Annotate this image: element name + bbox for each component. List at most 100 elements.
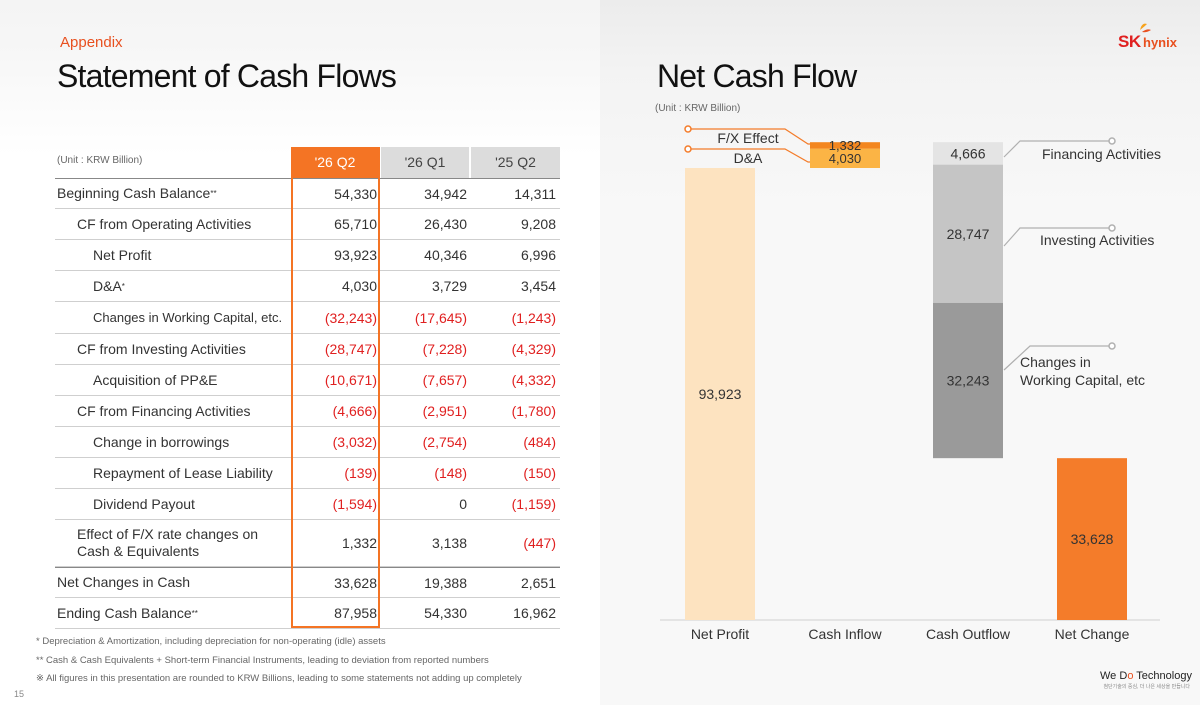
- row-value-col1: 4,030: [341, 278, 377, 294]
- row-label: Beginning Cash Balance **: [57, 185, 217, 201]
- table-row-da: D&A * 4,030 3,729 3,454: [55, 271, 560, 302]
- logo-sk-text: SK: [1118, 32, 1141, 51]
- wc-leader-dot: [1108, 342, 1116, 350]
- butterfly-icon: [1140, 23, 1151, 33]
- selected-column-highlight: [291, 147, 380, 628]
- col-header-25q2: '25 Q2: [471, 147, 560, 178]
- row-value-col3: (4,329): [511, 341, 556, 357]
- row-value-col1: (10,671): [324, 372, 377, 388]
- table-header: '26 Q2 '26 Q1 '25 Q2: [55, 147, 560, 178]
- footnote-cash: ** Cash & Cash Equivalents + Short-term …: [36, 655, 489, 666]
- investing-annotation-label: Investing Activities: [1040, 232, 1154, 248]
- table-row-working-capital: Changes in Working Capital, etc. (32,243)…: [55, 302, 560, 334]
- chart-title: Net Cash Flow: [657, 58, 857, 94]
- data-label-investing: 28,747: [947, 226, 990, 242]
- row-value-col2: (2,754): [422, 434, 467, 450]
- table-row-dividend: Dividend Payout (1,594) 0 (1,159): [55, 489, 560, 520]
- row-value-col1: (139): [344, 465, 377, 481]
- financing-leader-dot: [1108, 137, 1116, 145]
- row-value-col3: (1,243): [511, 309, 556, 326]
- row-value-col3: 2,651: [520, 574, 556, 591]
- logo-hynix-text: hynix: [1143, 35, 1177, 50]
- bar-da: [810, 148, 880, 168]
- slogan: We Do Technology 첨단기술의 중심, 더 나은 세상을 만듭니다: [1100, 670, 1192, 690]
- bar-working-capital: [933, 302, 1003, 459]
- col-header-26q2: '26 Q2: [291, 147, 379, 178]
- row-value-col1: 65,710: [334, 216, 377, 232]
- data-label-fx-effect: 1,332: [829, 138, 862, 153]
- fx-annotation-label: F/X Effect: [717, 130, 778, 146]
- table-row-net-profit: Net Profit 93,923 40,346 6,996: [55, 240, 560, 271]
- row-label: Change in borrowings: [93, 433, 230, 450]
- wc-annotation-label-1: Changes in: [1020, 354, 1091, 370]
- row-value-col2: (2,951): [422, 403, 467, 419]
- section-label: Appendix: [60, 34, 123, 51]
- row-value-col3: 16,962: [513, 605, 556, 621]
- bar-net-profit: [685, 168, 755, 620]
- x-tick-label: Net Change: [1055, 626, 1130, 642]
- row-value-col1: (4,666): [332, 403, 377, 419]
- row-label: Repayment of Lease Liability: [93, 464, 273, 481]
- data-label-net-change: 33,628: [1071, 531, 1114, 547]
- row-value-col1: 54,330: [334, 185, 377, 202]
- x-tick-label: Cash Inflow: [808, 626, 882, 642]
- row-label: CF from Investing Activities: [77, 340, 246, 357]
- row-label: Acquisition of PP&E: [93, 371, 218, 388]
- row-value-col1: 33,628: [334, 574, 377, 591]
- row-value-col1: (1,594): [332, 496, 377, 512]
- row-label: Changes in Working Capital, etc.: [93, 310, 283, 325]
- row-value-col3: 14,311: [514, 185, 556, 202]
- table-row-fx-effect: Effect of F/X rate changes on Cash & Equ…: [55, 520, 560, 567]
- row-value-col1: 1,332: [341, 535, 377, 551]
- page-number: 15: [14, 689, 25, 699]
- row-value-col2: 0: [459, 496, 467, 512]
- table-row-beginning-cash: Beginning Cash Balance ** 54,330 34,942 14,3…: [55, 178, 560, 209]
- table-row-borrowings: Change in borrowings (3,032) (2,754) (484): [55, 427, 560, 458]
- data-label-working-capital: 32,243: [947, 373, 990, 389]
- row-label: Net Changes in Cash: [57, 574, 191, 590]
- table-row-cf-operating: CF from Operating Activities 65,710 26,430…: [55, 209, 560, 240]
- row-value-col3: (150): [523, 465, 556, 481]
- financing-annotation-label: Financing Activities: [1042, 146, 1161, 162]
- financing-leader-line: [1003, 140, 1109, 158]
- row-value-col1: (3,032): [332, 434, 377, 450]
- wc-leader-line: [1003, 345, 1109, 371]
- row-value-col3: (4,332): [511, 372, 556, 388]
- row-value-col2: 40,346: [424, 247, 467, 263]
- bar-fx-effect: [810, 142, 880, 149]
- row-value-col2: (17,645): [414, 309, 467, 326]
- row-value-col3: (1,159): [511, 496, 556, 512]
- wc-annotation-label-2: Working Capital, etc: [1020, 372, 1145, 388]
- row-value-col1: (32,243): [324, 309, 377, 326]
- da-annotation-label: D&A: [734, 150, 763, 166]
- row-value-col3: 3,454: [520, 278, 556, 294]
- table-unit: (Unit : KRW Billion): [57, 155, 143, 166]
- row-label: CF from Operating Activities: [77, 215, 252, 232]
- fx-leader-dot: [684, 125, 692, 133]
- left-panel: [0, 0, 600, 705]
- row-value-col1: (28,747): [324, 341, 377, 357]
- row-label: CF from Financing Activities: [77, 402, 251, 419]
- row-value-col2: 19,388: [424, 574, 467, 591]
- bar-net-change: [1057, 458, 1127, 620]
- table-row-cf-investing: CF from Investing Activities (28,747) (7,2…: [55, 334, 560, 365]
- slogan-subtext: 첨단기술의 중심, 더 나은 세상을 만듭니다: [1103, 684, 1190, 690]
- table-row-lease: Repayment of Lease Liability (139) (148) (1…: [55, 458, 560, 489]
- row-value-col2: 34,942: [424, 185, 467, 202]
- col-header-26q1: '26 Q1: [381, 147, 469, 178]
- row-value-col3: (484): [523, 434, 556, 450]
- da-leader-dot: [684, 145, 692, 153]
- row-value-col2: (7,228): [422, 341, 467, 357]
- table-row-acq-ppe: Acquisition of PP&E (10,671) (7,657) (4,332…: [55, 365, 560, 396]
- row-label: D&A *: [93, 277, 125, 294]
- row-value-col1: 87,958: [334, 605, 377, 621]
- row-value-col3: (447): [523, 535, 556, 551]
- row-label: Dividend Payout: [93, 495, 195, 512]
- fx-leader-line: [691, 128, 810, 145]
- footnote-da: * Depreciation & Amortization, including…: [36, 636, 386, 647]
- sk-hynix-logo: SK hynix: [1118, 23, 1188, 56]
- row-label: Ending Cash Balance **: [57, 604, 198, 621]
- row-value-col2: 54,330: [424, 605, 467, 621]
- data-label-net-profit: 93,923: [699, 386, 742, 402]
